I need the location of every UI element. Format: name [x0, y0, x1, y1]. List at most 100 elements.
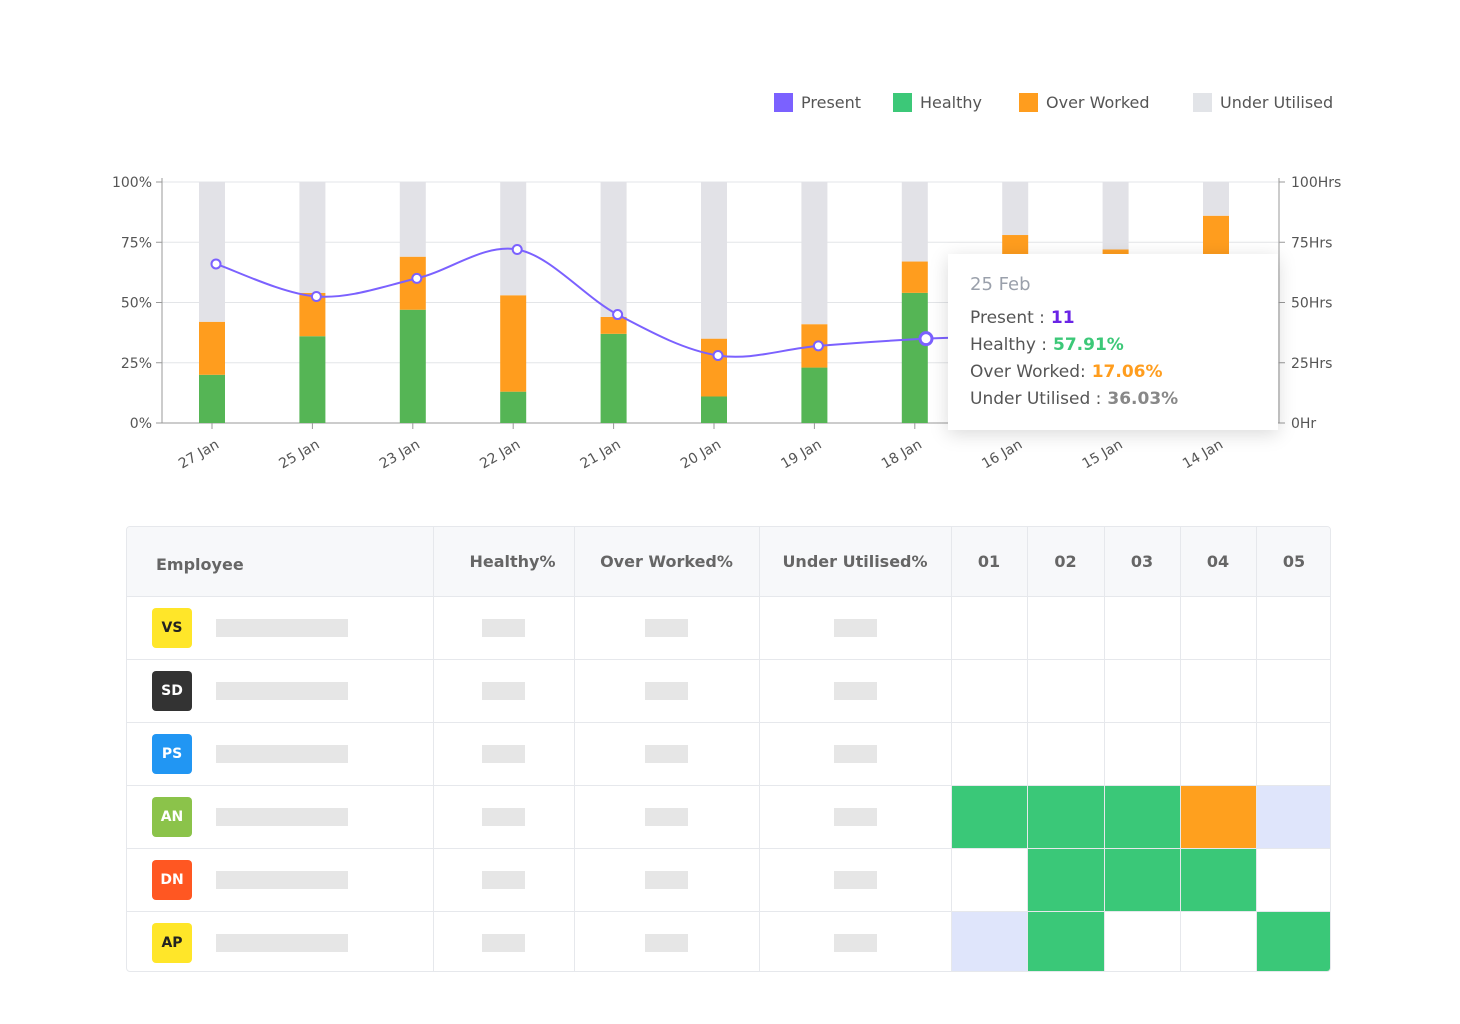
day-cell-none[interactable] [1180, 596, 1257, 660]
day-cell-none[interactable] [1256, 722, 1330, 786]
table-row[interactable]: SD [127, 659, 1330, 723]
legend-item-under-utilised[interactable]: Under Utilised [1193, 88, 1333, 116]
day-cell-healthy[interactable] [1027, 911, 1105, 971]
legend-swatch [774, 92, 793, 112]
day-cell-none[interactable] [1256, 848, 1330, 912]
y-left-tick-label: 100% [112, 175, 152, 191]
over-worked-value-placeholder [645, 933, 688, 952]
table-row[interactable]: AN [127, 785, 1330, 849]
day-cell-none[interactable] [951, 848, 1028, 912]
under-utilised-value-placeholder [833, 681, 877, 700]
legend-label: Healthy [920, 92, 983, 112]
day-cell-under[interactable] [1256, 785, 1330, 849]
present-point [712, 350, 724, 362]
employee-table: Employee Healthy% Over Worked% Under Uti… [126, 526, 1331, 972]
x-tick-label: 21 Jan [578, 437, 624, 473]
y-right-tick-label: 75Hrs [1291, 235, 1332, 251]
day-cell-none[interactable] [1104, 659, 1181, 723]
day-cell-none[interactable] [1104, 722, 1181, 786]
legend-label: Present [801, 92, 862, 112]
employee-name-placeholder [216, 681, 348, 700]
healthy-value-placeholder [482, 618, 525, 637]
legend-item-healthy[interactable]: Healthy [893, 88, 982, 116]
bar-over-worked [399, 256, 426, 310]
x-tick-label: 19 Jan [778, 437, 824, 473]
bar-over-worked [600, 316, 627, 334]
employee-cell: PS [127, 722, 434, 786]
employee-name-placeholder [216, 744, 348, 763]
day-cell-none[interactable] [1180, 911, 1257, 971]
day-cell-none[interactable] [1180, 659, 1257, 723]
day-cell-none[interactable] [1027, 722, 1105, 786]
healthy-cell [433, 785, 575, 849]
x-tick-label: 27 Jan [176, 437, 222, 473]
y-right-tick-label: 0Hr [1291, 416, 1316, 432]
under-utilised-cell [759, 911, 952, 971]
day-cell-none[interactable] [1256, 659, 1330, 723]
healthy-cell [433, 911, 575, 971]
x-tick-label: 16 Jan [979, 437, 1025, 473]
over-worked-cell [574, 659, 760, 723]
tooltip-date: 25 Feb [970, 274, 1031, 295]
bar-under-utilised [600, 182, 627, 317]
over-worked-cell [574, 785, 760, 849]
under-utilised-value-placeholder [833, 744, 877, 763]
day-cell-healthy[interactable] [1027, 785, 1105, 849]
over-worked-cell [574, 596, 760, 660]
header-under-utilised[interactable]: Under Utilised% [759, 527, 952, 597]
day-cell-none[interactable] [951, 596, 1028, 660]
legend-label: Over Worked [1046, 92, 1150, 112]
day-cell-none[interactable] [1027, 596, 1105, 660]
day-cell-none[interactable] [1180, 722, 1257, 786]
under-utilised-value-placeholder [833, 807, 877, 826]
day-cell-healthy[interactable] [1180, 848, 1257, 912]
day-cell-none[interactable] [951, 659, 1028, 723]
bar-healthy [801, 367, 828, 423]
header-over-worked[interactable]: Over Worked% [574, 527, 760, 597]
header-healthy[interactable]: Healthy% [433, 527, 575, 597]
bar-over-worked [199, 321, 225, 375]
table-row[interactable]: AP [127, 911, 1330, 971]
day-cell-healthy[interactable] [1104, 848, 1181, 912]
day-cell-healthy[interactable] [1256, 911, 1330, 971]
y-right-tick-label: 25Hrs [1291, 356, 1332, 372]
employee-cell: VS [127, 596, 434, 660]
table-row[interactable]: DN [127, 848, 1330, 912]
legend-item-over-worked[interactable]: Over Worked [1019, 88, 1150, 116]
x-tick-label: 23 Jan [377, 437, 423, 473]
header-employee[interactable]: Employee [127, 527, 434, 597]
legend-swatch [893, 92, 912, 112]
over-worked-cell [574, 722, 760, 786]
employee-name-placeholder [216, 870, 348, 889]
tooltip-over-worked: Over Worked: 17.06% [970, 362, 1163, 382]
day-cell-healthy[interactable] [951, 785, 1028, 849]
employee-name-placeholder [216, 807, 348, 826]
x-tick-label: 15 Jan [1080, 437, 1126, 473]
avatar: SD [152, 670, 192, 711]
y-right-tick-label: 50Hrs [1291, 296, 1332, 312]
day-cell-none[interactable] [1256, 596, 1330, 660]
day-cell-under[interactable] [951, 911, 1028, 971]
day-cell-none[interactable] [951, 722, 1028, 786]
day-cell-healthy[interactable] [1027, 848, 1105, 912]
employee-name-placeholder [216, 933, 348, 952]
table-row[interactable]: PS [127, 722, 1330, 786]
employee-cell: SD [127, 659, 434, 723]
table-row[interactable]: VS [127, 596, 1330, 660]
bar-healthy [500, 391, 527, 423]
bar-healthy [199, 374, 225, 423]
day-cell-over[interactable] [1180, 785, 1257, 849]
day-cell-none[interactable] [1104, 911, 1181, 971]
legend-item-present[interactable]: Present [774, 88, 861, 116]
y-left-tick-label: 50% [121, 296, 152, 312]
bar-under-utilised [1002, 182, 1029, 236]
employee-cell: AP [127, 911, 434, 971]
day-cell-none[interactable] [1027, 659, 1105, 723]
day-cell-healthy[interactable] [1104, 785, 1181, 849]
over-worked-value-placeholder [645, 744, 688, 763]
present-point [511, 243, 523, 255]
day-cell-none[interactable] [1104, 596, 1181, 660]
under-utilised-value-placeholder [833, 933, 877, 952]
tooltip-under-utilised: Under Utilised :36.03% [970, 389, 1179, 409]
x-tick-label: 22 Jan [477, 437, 523, 473]
